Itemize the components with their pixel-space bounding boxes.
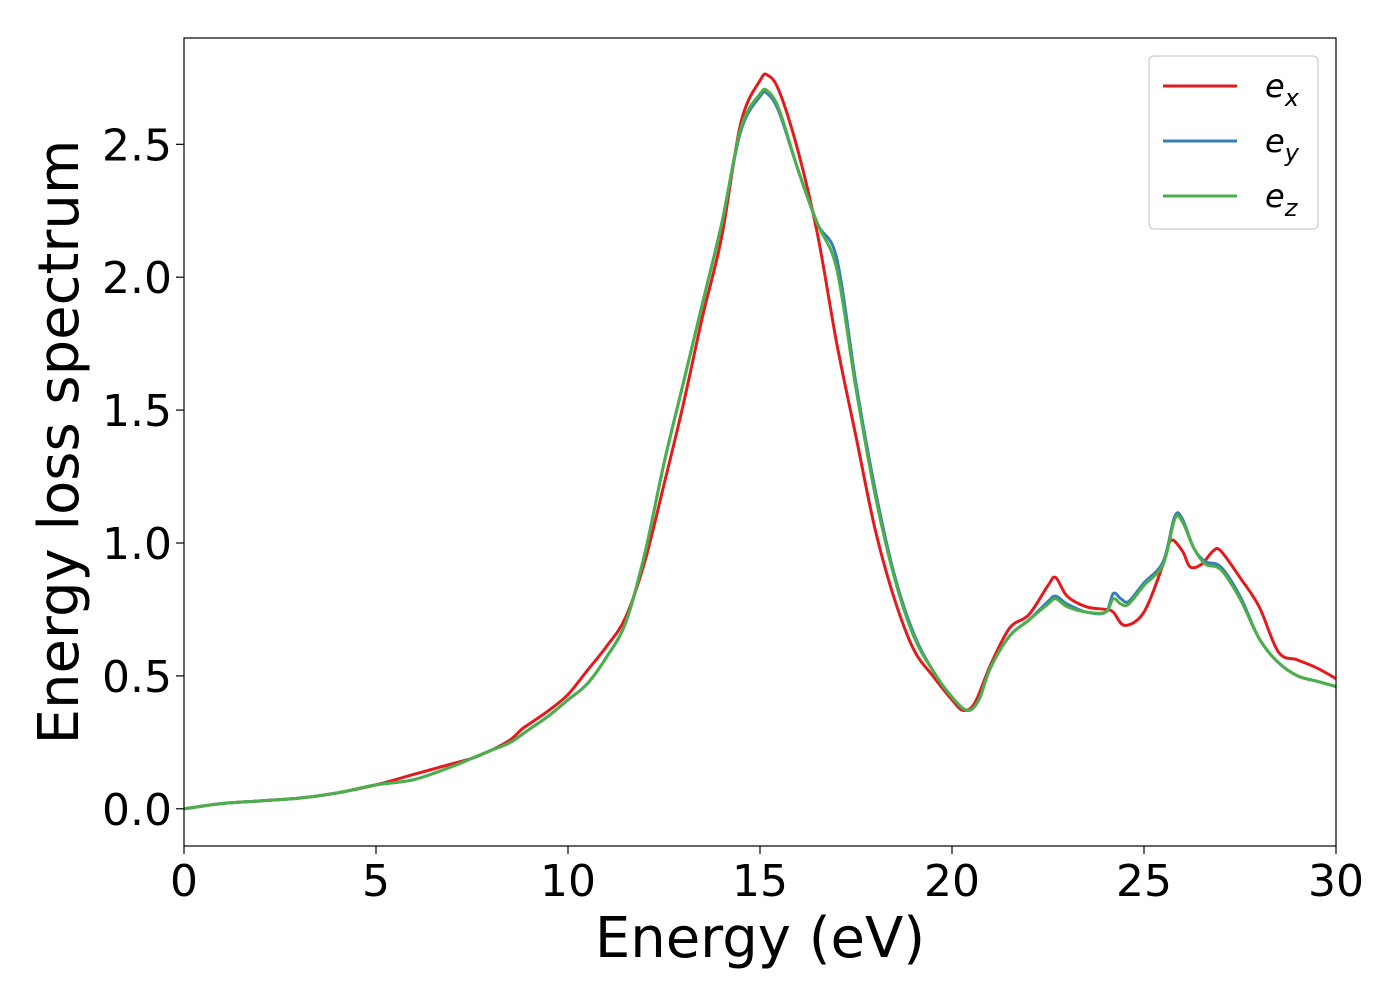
y-tick-label: 0.5 <box>102 652 172 703</box>
y-tick-label: 0.0 <box>102 785 172 836</box>
y-axis-ticks: 0.0 0.5 1.0 1.5 2.0 2.5 <box>102 120 184 836</box>
x-tick-label: 15 <box>732 856 788 907</box>
series-line-e-z <box>184 87 1336 811</box>
y-tick-label: 1.5 <box>102 386 172 437</box>
y-tick-label: 2.0 <box>102 253 172 304</box>
x-tick-label: 0 <box>170 856 198 907</box>
x-axis-ticks: 0 5 10 15 20 25 30 <box>170 846 1364 907</box>
x-tick-label: 30 <box>1308 856 1364 907</box>
x-tick-label: 20 <box>924 856 980 907</box>
y-tick-label: 1.0 <box>102 519 172 570</box>
x-tick-label: 5 <box>362 856 390 907</box>
legend-label-e-x: ex <box>1265 67 1300 112</box>
x-tick-label: 10 <box>540 856 596 907</box>
x-tick-label: 25 <box>1116 856 1172 907</box>
legend: ex ey ez <box>1148 55 1319 230</box>
series-layer <box>184 72 1336 811</box>
plot-background <box>184 38 1336 846</box>
x-axis-label: Energy (eV) <box>595 906 925 971</box>
legend-label-e-z: ez <box>1265 177 1299 222</box>
y-tick-label: 2.5 <box>102 120 172 171</box>
series-line-e-x <box>184 72 1336 811</box>
y-axis-label: Energy loss spectrum <box>27 140 92 745</box>
legend-label-e-y: ey <box>1265 122 1300 167</box>
